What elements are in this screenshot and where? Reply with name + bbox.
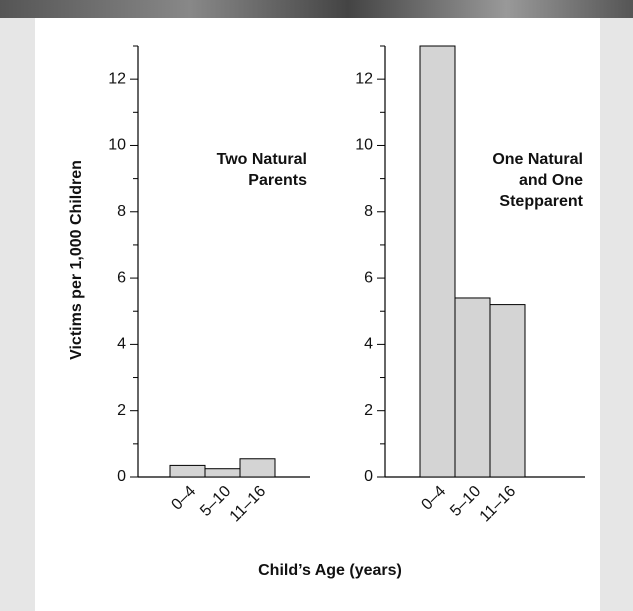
y-tick-label: 2: [117, 402, 126, 419]
y-axis-label: Victims per 1,000 Children: [68, 160, 85, 360]
y-tick-label: 8: [117, 203, 126, 220]
bar: [489, 304, 526, 478]
y-tick-label: 8: [364, 203, 373, 220]
y-tick-label: 12: [355, 70, 373, 87]
y-tick-label: 0: [364, 468, 373, 485]
x-axis-label: Child’s Age (years): [258, 562, 402, 579]
y-tick-label: 2: [364, 402, 373, 419]
y-tick-label: 10: [108, 137, 126, 154]
annotation: One Natural: [492, 151, 583, 168]
annotation: Parents: [248, 172, 307, 189]
bar: [239, 458, 276, 478]
y-tick-label: 4: [364, 336, 373, 353]
y-tick-label: 10: [355, 137, 373, 154]
y-tick-label: 0: [117, 468, 126, 485]
annotation: Stepparent: [499, 193, 583, 210]
y-tick-label: 12: [108, 70, 126, 87]
bar: [419, 45, 456, 478]
y-tick-label: 6: [364, 269, 373, 286]
bar: [454, 297, 491, 478]
y-tick-label: 4: [117, 336, 126, 353]
annotation: and One: [519, 172, 583, 189]
annotation: Two Natural: [217, 151, 307, 168]
bar: [204, 468, 241, 478]
header-band: [0, 0, 633, 18]
y-tick-label: 6: [117, 269, 126, 286]
bar: [169, 464, 206, 478]
